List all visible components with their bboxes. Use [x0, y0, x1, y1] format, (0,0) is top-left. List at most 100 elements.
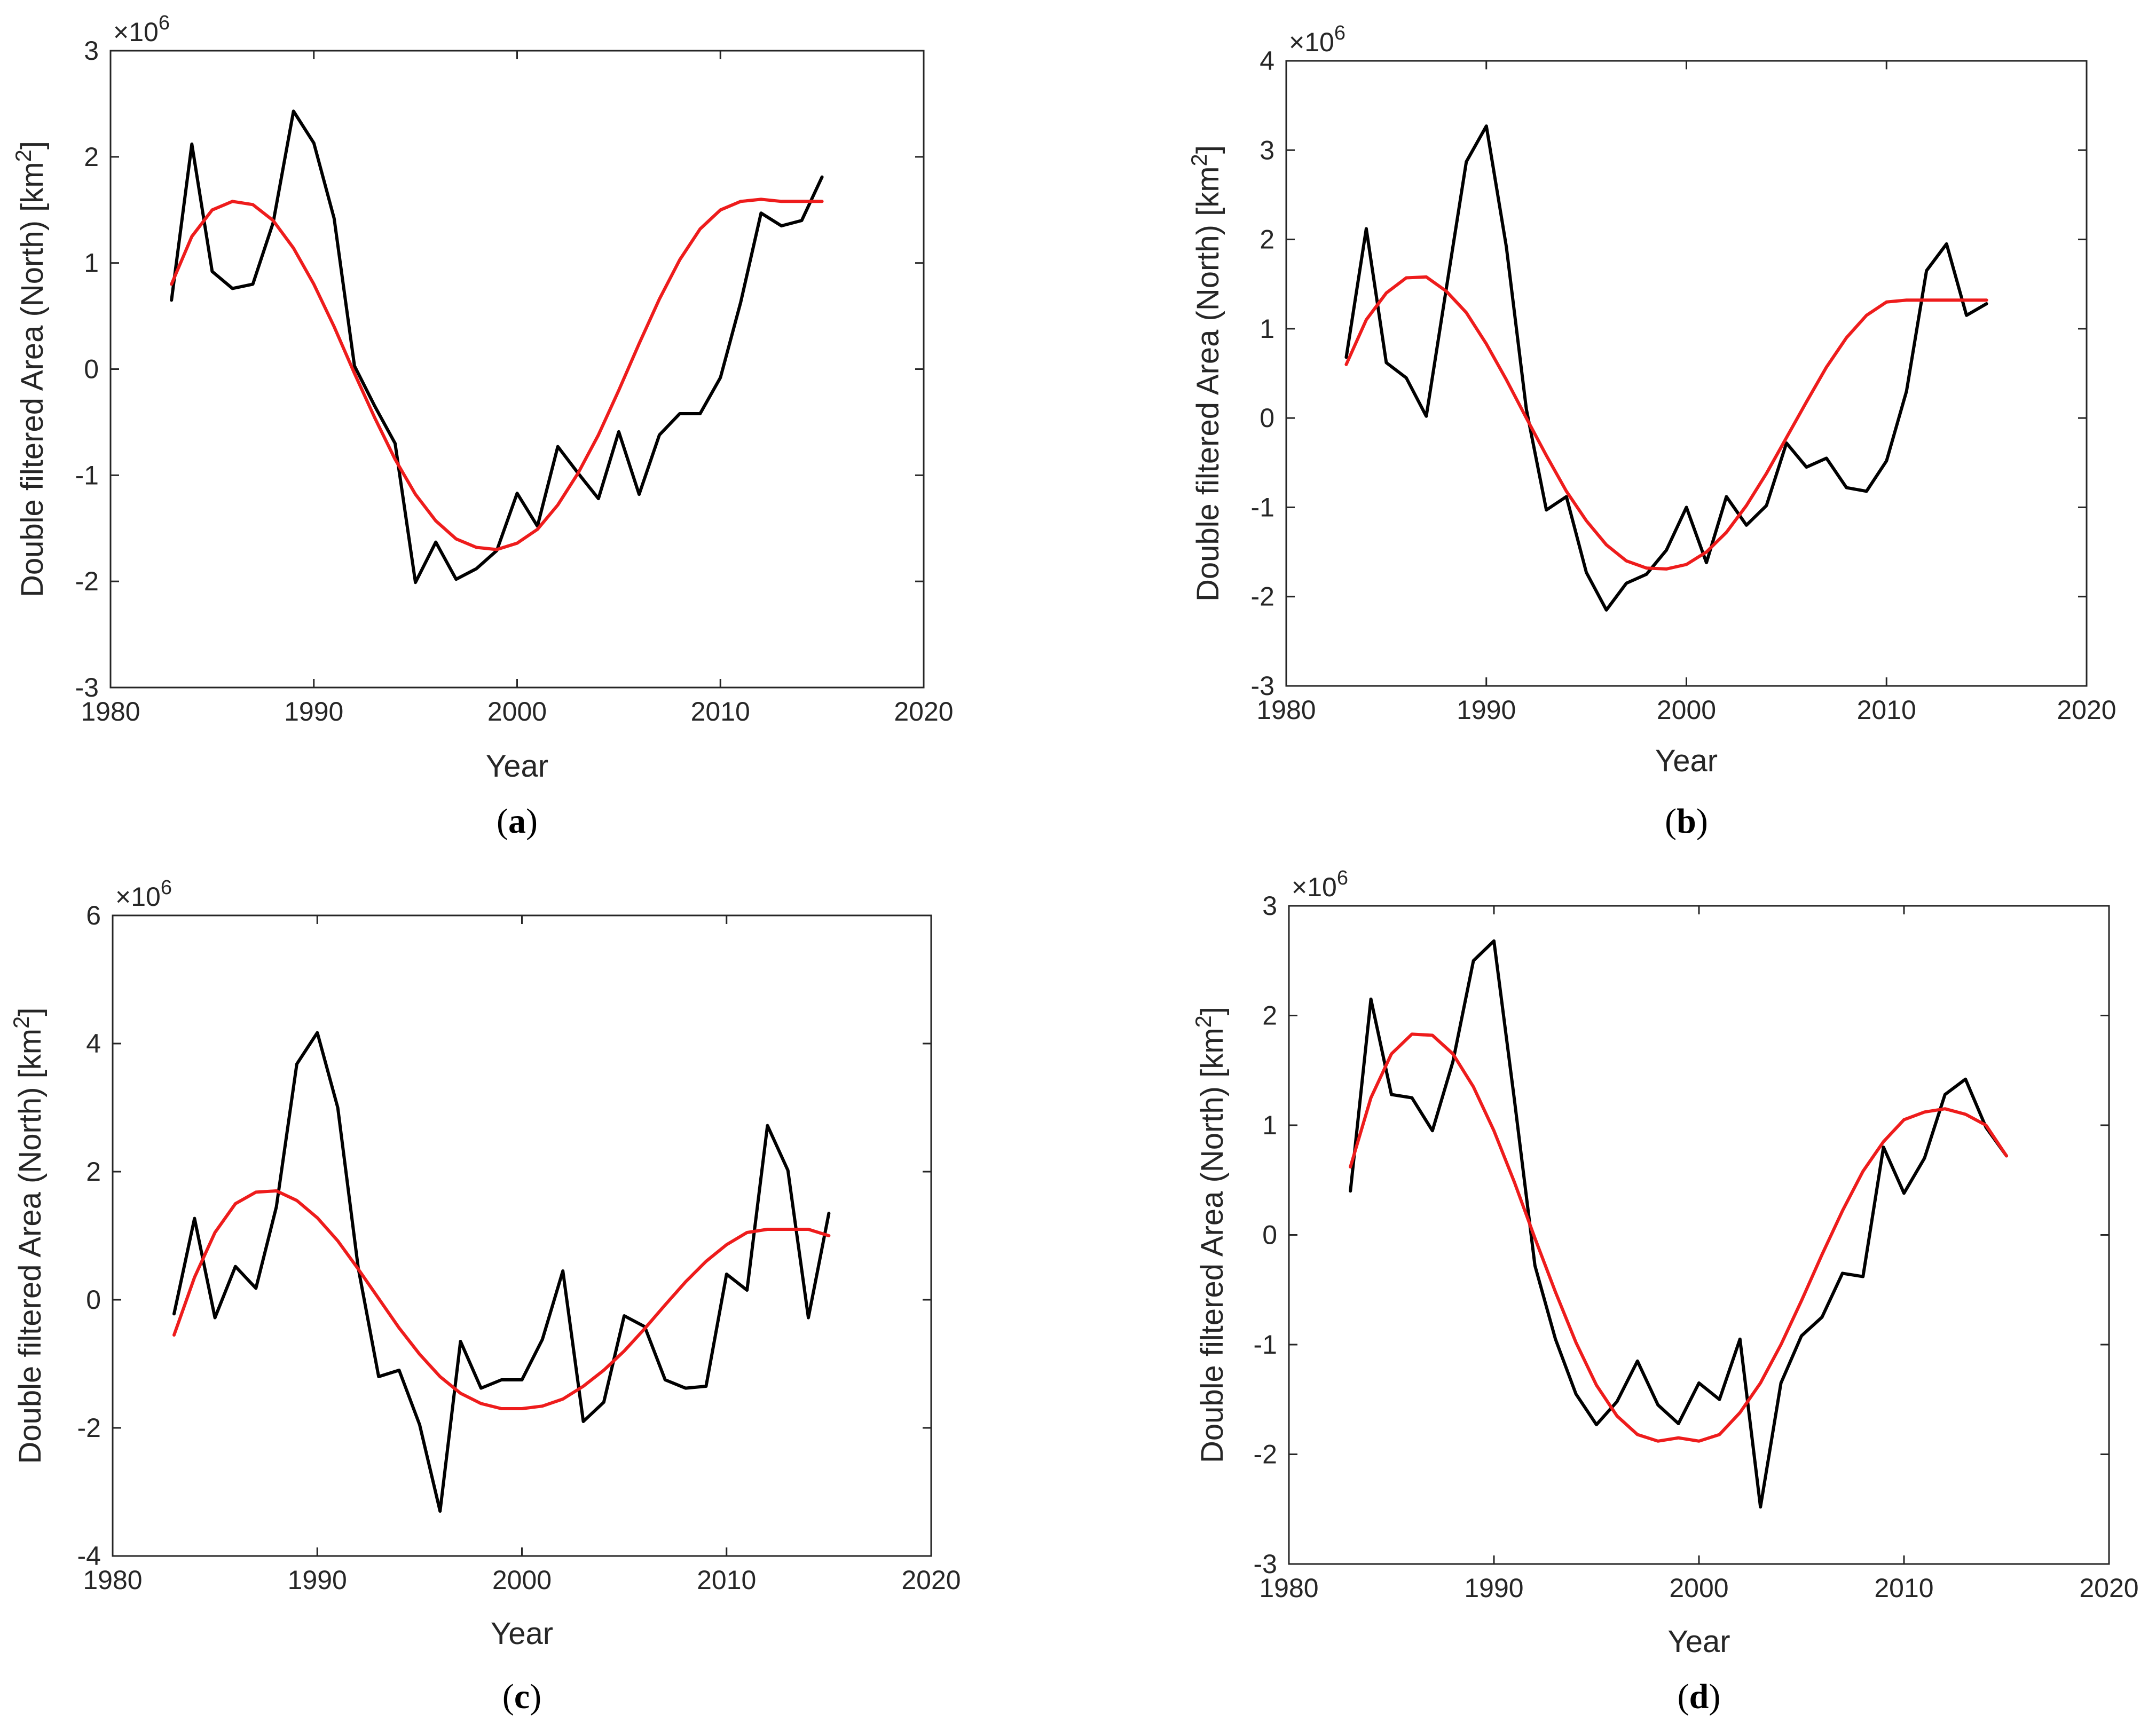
y-tick-label: -2	[77, 1413, 101, 1443]
caption-label: b	[1677, 802, 1696, 841]
y-axis-title-main: Double filtered Area (North) [km	[1195, 1028, 1230, 1463]
y-exponent-base: ×10	[1289, 27, 1334, 57]
x-tick-label: 2000	[487, 697, 547, 726]
caption-open: (	[502, 1677, 514, 1716]
y-exponent-label: ×106	[115, 876, 172, 912]
y-exponent-power: 6	[1337, 867, 1348, 889]
y-tick-label: 0	[84, 354, 99, 384]
panel-caption: (b)	[1665, 802, 1708, 841]
y-exponent-label: ×106	[113, 12, 170, 47]
y-axis-title: Double filtered Area (North) [km2]	[9, 1007, 48, 1464]
x-tick-label: 2010	[691, 697, 750, 726]
caption-open: (	[1665, 802, 1677, 841]
y-axis-title: Double filtered Area (North) [km2]	[1186, 145, 1225, 602]
x-axis-title: Year	[1667, 1624, 1730, 1659]
data-line	[1349, 939, 2008, 1509]
y-tick-label: -1	[1254, 1330, 1277, 1360]
y-tick-label: -1	[75, 460, 99, 490]
x-tick-label: 1990	[284, 697, 343, 726]
x-tick-label: 2010	[1857, 695, 1916, 725]
y-tick-label: 0	[1260, 403, 1274, 433]
x-tick-label: 2000	[1657, 695, 1716, 725]
axes-box	[109, 50, 925, 689]
caption-close: )	[530, 1677, 541, 1716]
y-axis-title-main: Double filtered Area (North) [km	[15, 162, 50, 597]
caption-label: c	[514, 1677, 530, 1716]
x-tick-label: 2010	[697, 1565, 756, 1595]
y-tick-label: -2	[75, 566, 99, 596]
y-axis-title: Double filtered Area (North) [km2]	[1191, 1007, 1230, 1463]
x-axis-title: Year	[491, 1616, 553, 1651]
y-axis-title-suffix: ]	[1195, 1007, 1230, 1015]
y-tick-label: -3	[1254, 1549, 1277, 1579]
y-axis-title-main: Double filtered Area (North) [km	[1191, 166, 1225, 602]
x-tick-label: 1990	[1457, 695, 1516, 725]
chart-panel-d: 1980 1990 2000 2010 2020 -3 -2 -1 0 1 2 3 ×106 Year Do…	[1191, 867, 2139, 1716]
y-exponent-base: ×10	[115, 882, 161, 912]
y-tick-label: 1	[84, 248, 99, 278]
x-tick-label: 2000	[492, 1565, 552, 1595]
x-tick-label: 1980	[1259, 1573, 1318, 1603]
y-tick-label: 2	[1260, 225, 1274, 255]
caption-label: d	[1689, 1677, 1709, 1716]
chart-panel-b: 1980 1990 2000 2010 2020 -3 -2 -1 0 1 2 3 4 ×106 Year D…	[1186, 22, 2116, 841]
y-tick-label: 4	[86, 1029, 101, 1058]
y-exponent-power: 6	[161, 876, 172, 899]
y-tick-label: 0	[86, 1285, 101, 1315]
data-line	[1344, 124, 1988, 612]
caption-close: )	[1696, 802, 1708, 841]
fit-line	[1349, 1032, 2008, 1443]
y-tick-label: 0	[1262, 1220, 1277, 1250]
y-tick-label: 2	[1262, 1001, 1277, 1031]
y-tick-label: 3	[1260, 135, 1274, 165]
x-axis-title: Year	[1655, 744, 1718, 778]
x-tick-label: 2020	[901, 1565, 961, 1595]
y-tick-label: -3	[75, 673, 99, 702]
panel-caption: (c)	[502, 1677, 541, 1716]
caption-open: (	[497, 802, 508, 841]
x-tick-label: 1990	[288, 1565, 347, 1595]
fit-line	[1344, 275, 1988, 571]
axes-box	[1285, 60, 2088, 687]
y-exponent-label: ×106	[1289, 22, 1345, 57]
y-exponent-label: ×106	[1292, 867, 1348, 902]
y-tick-label: 6	[86, 900, 101, 930]
y-exponent-base: ×10	[113, 17, 159, 47]
y-tick-label: 3	[1262, 891, 1277, 921]
y-tick-label: -1	[1251, 492, 1274, 522]
y-axis-title-main: Double filtered Area (North) [km	[13, 1029, 48, 1464]
chart-panel-a: 1980 1990 2000 2010 2020 -3 -2 -1 0 1 2 3 ×106 Year Do…	[11, 12, 954, 841]
y-tick-label: 1	[1262, 1110, 1277, 1140]
y-axis-title-suffix: ]	[15, 141, 50, 149]
y-exponent-power: 6	[159, 12, 170, 34]
y-exponent-base: ×10	[1292, 872, 1337, 902]
x-tick-label: 2010	[1874, 1573, 1933, 1603]
axes-box	[1288, 905, 2110, 1565]
y-axis-title-suffix: ]	[13, 1007, 48, 1016]
y-tick-label: 4	[1260, 46, 1274, 76]
y-exponent-power: 6	[1334, 22, 1345, 44]
y-axis-title-superscript: 2	[1191, 1015, 1216, 1028]
y-axis-title: Double filtered Area (North) [km2]	[11, 141, 50, 597]
x-tick-label: 1980	[83, 1565, 142, 1595]
fit-line	[172, 1189, 831, 1410]
y-tick-label: 2	[84, 142, 99, 172]
x-tick-label: 2020	[2079, 1573, 2138, 1603]
x-tick-label: 1980	[81, 697, 140, 726]
y-tick-label: -3	[1251, 671, 1274, 701]
y-tick-label: 2	[86, 1157, 101, 1187]
caption-label: a	[508, 802, 526, 841]
panel-caption: (d)	[1678, 1677, 1721, 1716]
x-tick-label: 1980	[1256, 695, 1316, 725]
y-axis-title-suffix: ]	[1191, 145, 1225, 154]
x-axis-title: Year	[486, 749, 548, 784]
y-axis-title-superscript: 2	[1186, 154, 1211, 166]
x-tick-label: 2020	[894, 697, 953, 726]
y-tick-label: -2	[1254, 1440, 1277, 1470]
y-tick-label: 1	[1260, 314, 1274, 344]
y-tick-label: -4	[77, 1541, 101, 1571]
caption-close: )	[526, 802, 538, 841]
y-axis-title-superscript: 2	[11, 149, 36, 162]
x-tick-label: 1990	[1464, 1573, 1523, 1603]
